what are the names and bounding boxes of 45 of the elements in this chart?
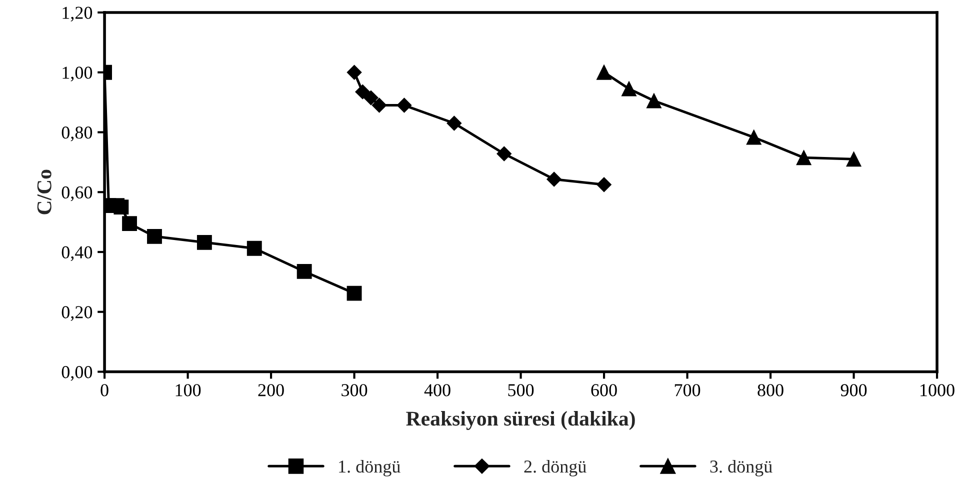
y-axis-title: C/Co: [37, 170, 52, 214]
point: [296, 264, 312, 279]
point: [355, 84, 370, 100]
legend-label: 2. döngü: [524, 460, 586, 476]
y-tick-label: 1,00: [62, 66, 92, 82]
x-tick-label: 500: [508, 384, 534, 396]
point: [546, 172, 562, 187]
x-axis-title: Reaksiyon süresi (dakika): [406, 411, 635, 430]
x-tick-label: 0: [100, 384, 108, 396]
point: [147, 228, 162, 244]
point: [846, 152, 862, 167]
y-tick-label: 1,20: [62, 6, 92, 22]
x-tick-label: 300: [342, 384, 368, 396]
x-tick-label: 900: [840, 384, 867, 396]
x-tick-label: 100: [176, 384, 201, 396]
x-tick-label: 200: [258, 384, 284, 396]
point: [346, 64, 362, 80]
legend-label: 1. döngü: [339, 460, 400, 476]
point: [364, 90, 378, 106]
y-tick-label: 0,40: [62, 246, 92, 262]
point: [596, 64, 612, 80]
y-tick-label: 0,20: [62, 306, 92, 321]
x-tick-label: 400: [424, 384, 450, 396]
x-tick-label: 600: [591, 384, 617, 396]
point: [196, 234, 212, 250]
point: [372, 98, 387, 113]
y-tick-label: 0,80: [62, 126, 92, 142]
point: [114, 200, 129, 215]
y-tick-label: 0,00: [62, 366, 92, 381]
point: [596, 177, 612, 192]
x-tick-label: 800: [758, 384, 784, 396]
point: [122, 216, 137, 232]
point: [346, 286, 362, 301]
x-tick-label: 1000: [920, 384, 954, 396]
point: [622, 81, 636, 96]
point: [646, 93, 662, 108]
legend-label: 3. döngü: [710, 460, 772, 476]
point: [796, 150, 812, 166]
point: [396, 98, 412, 113]
point: [746, 130, 762, 145]
point: [246, 240, 262, 256]
point: [446, 116, 462, 131]
x-tick-label: 700: [674, 384, 700, 396]
point: [496, 146, 512, 162]
y-tick-label: 0,60: [62, 186, 92, 202]
